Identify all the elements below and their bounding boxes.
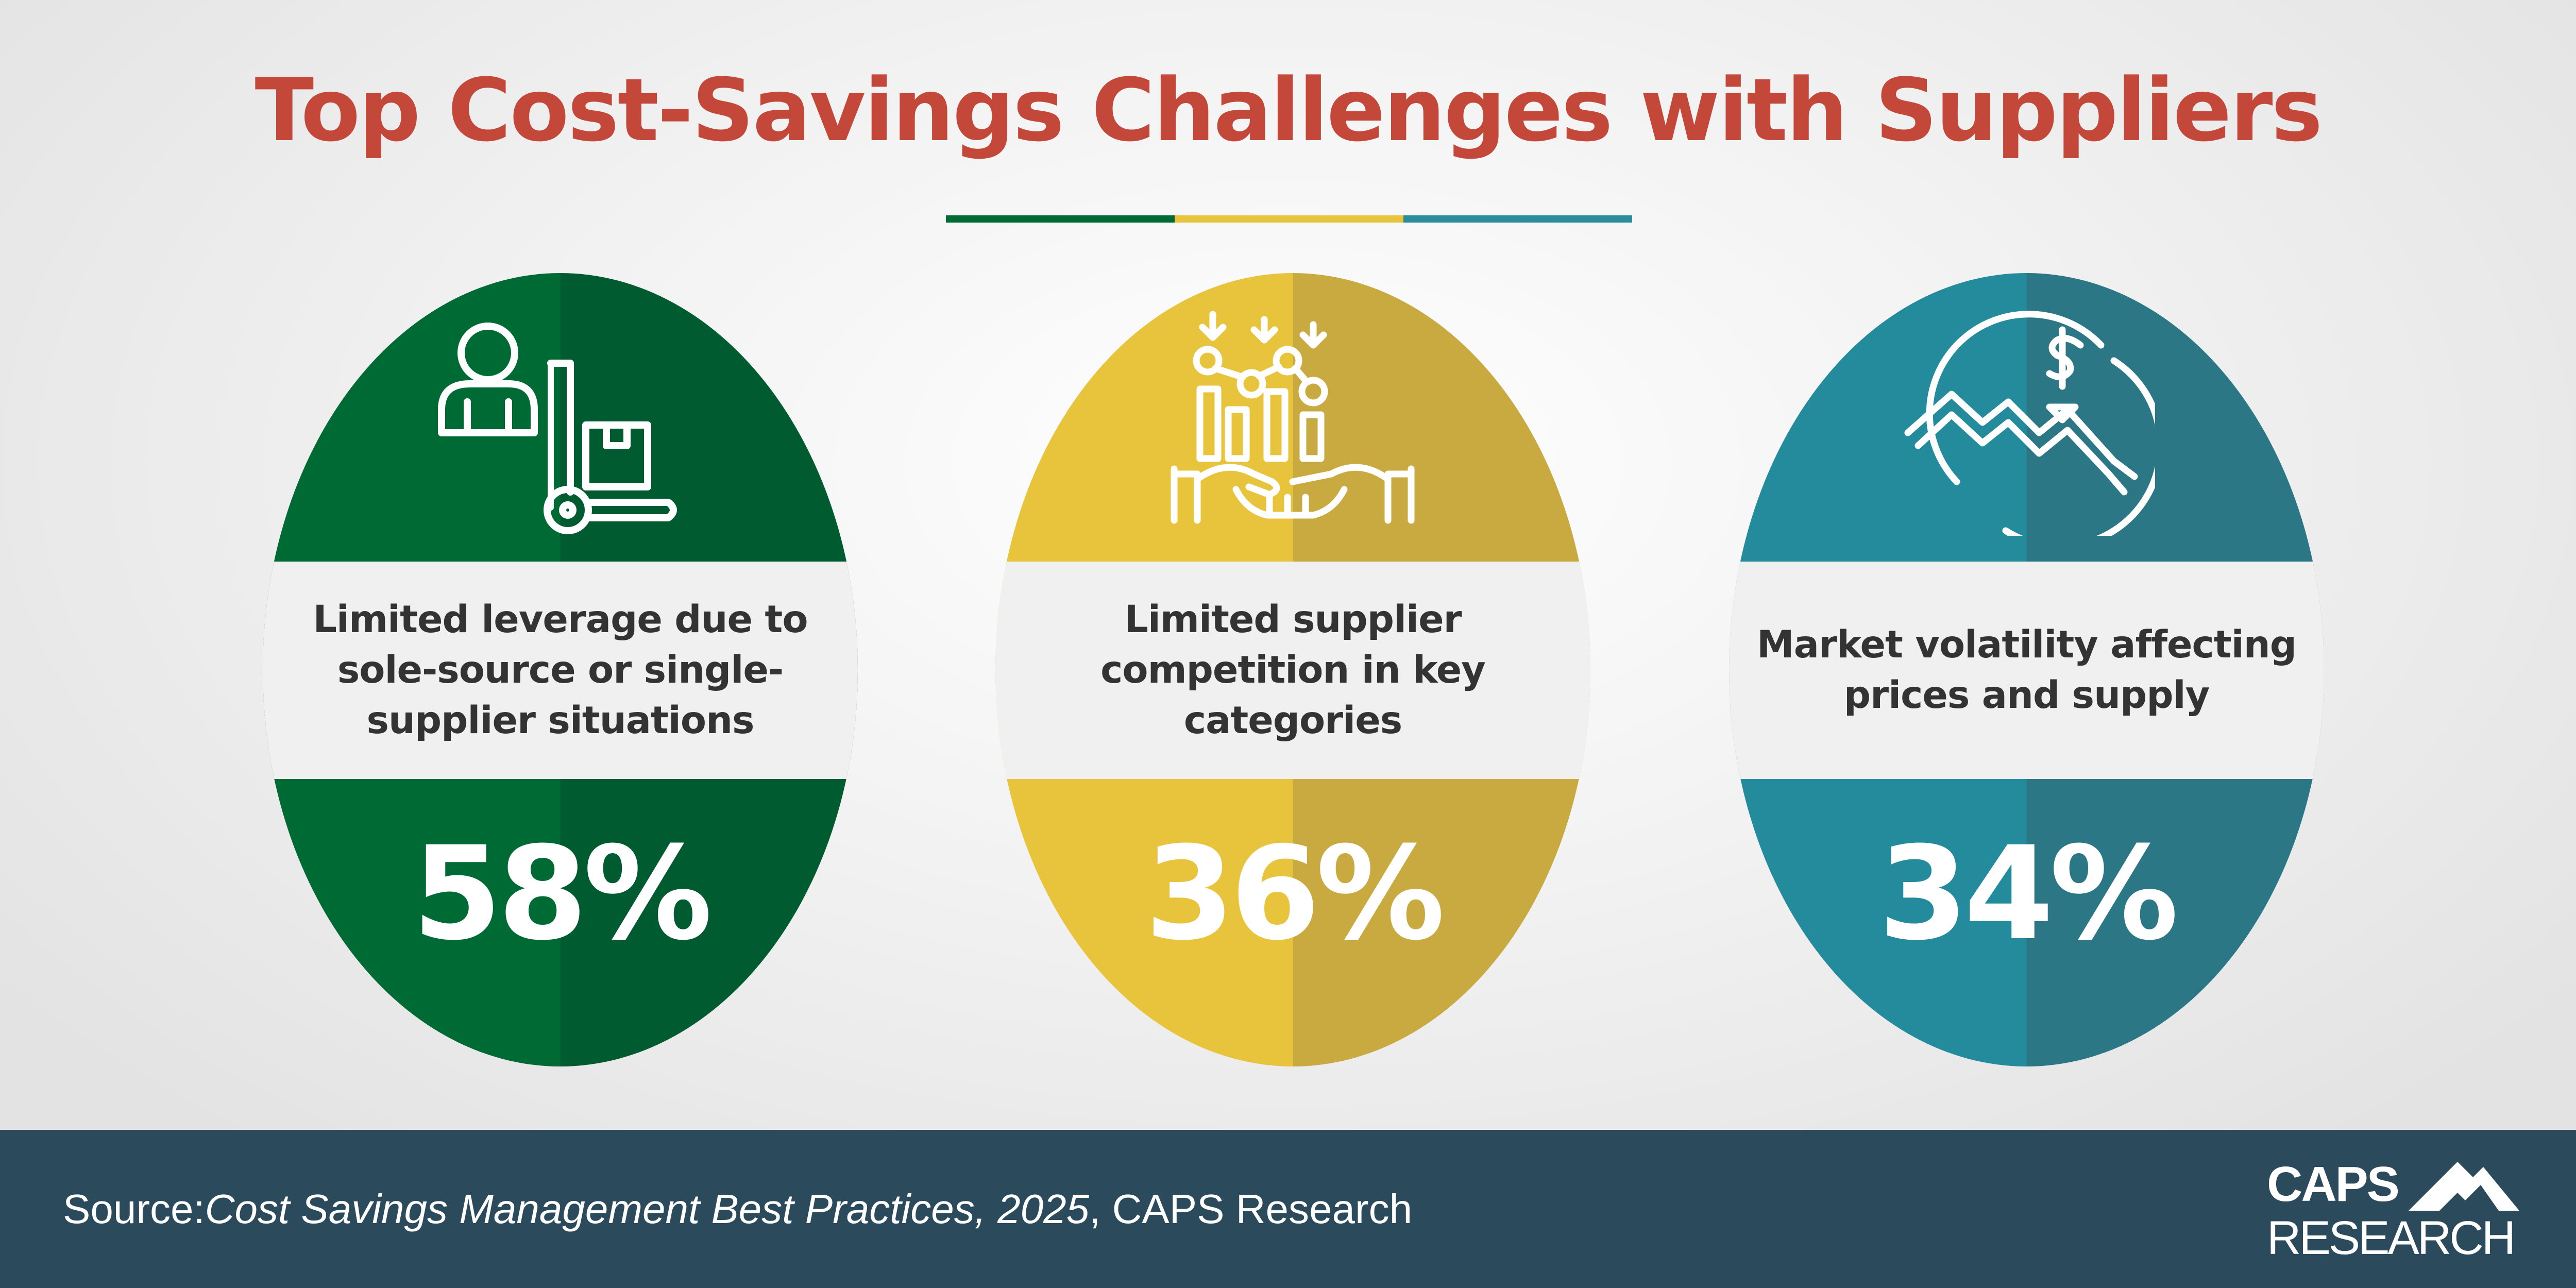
bar-chart-handshake-icon	[1171, 311, 1415, 524]
person-handtruck-box-icon	[438, 323, 677, 534]
challenge-card-market-volatility: Market volatility affecting prices and s…	[1729, 273, 2324, 1066]
underline-teal-segment	[1403, 215, 1632, 223]
dollar-volatility-icon	[1904, 311, 2155, 536]
mountain-icon	[2409, 1162, 2519, 1211]
source-title: Cost Savings Management Best Practices, …	[205, 1185, 1090, 1232]
logo-caps-text: CAPS	[2267, 1157, 2400, 1212]
logo-research-text: RESEARCH	[2267, 1212, 2516, 1264]
challenge-percentage: 34%	[1878, 819, 2178, 969]
underline-green-segment	[946, 215, 1175, 223]
label-band: Market volatility affecting prices and s…	[1729, 562, 2324, 779]
challenge-card-supplier-competition: Limited supplier competition in key cate…	[995, 273, 1590, 1066]
challenge-label: Limited supplier competition in key cate…	[1100, 598, 1486, 742]
challenge-card-sole-source: Limited leverage due to sole-source or s…	[263, 273, 858, 1066]
title-underline	[946, 215, 1632, 223]
challenge-percentage: 58%	[412, 819, 712, 969]
underline-yellow-segment	[1175, 215, 1403, 223]
source-citation: Source: Cost Savings Management Best Pra…	[63, 1130, 1412, 1288]
label-band: Limited leverage due to sole-source or s…	[263, 562, 858, 779]
challenge-label: Market volatility affecting prices and s…	[1757, 623, 2297, 717]
label-band: Limited supplier competition in key cate…	[995, 562, 1590, 779]
footer-bar: Source: Cost Savings Management Best Pra…	[0, 1130, 2576, 1288]
challenge-percentage: 36%	[1145, 819, 1445, 969]
caps-research-logo: CAPS RESEARCH	[2267, 1157, 2535, 1265]
page-title: Top Cost-Savings Challenges with Supplie…	[255, 60, 2323, 161]
source-suffix: , CAPS Research	[1089, 1185, 1413, 1232]
challenge-label: Limited leverage due to sole-source or s…	[313, 598, 808, 742]
source-prefix: Source:	[63, 1185, 205, 1232]
